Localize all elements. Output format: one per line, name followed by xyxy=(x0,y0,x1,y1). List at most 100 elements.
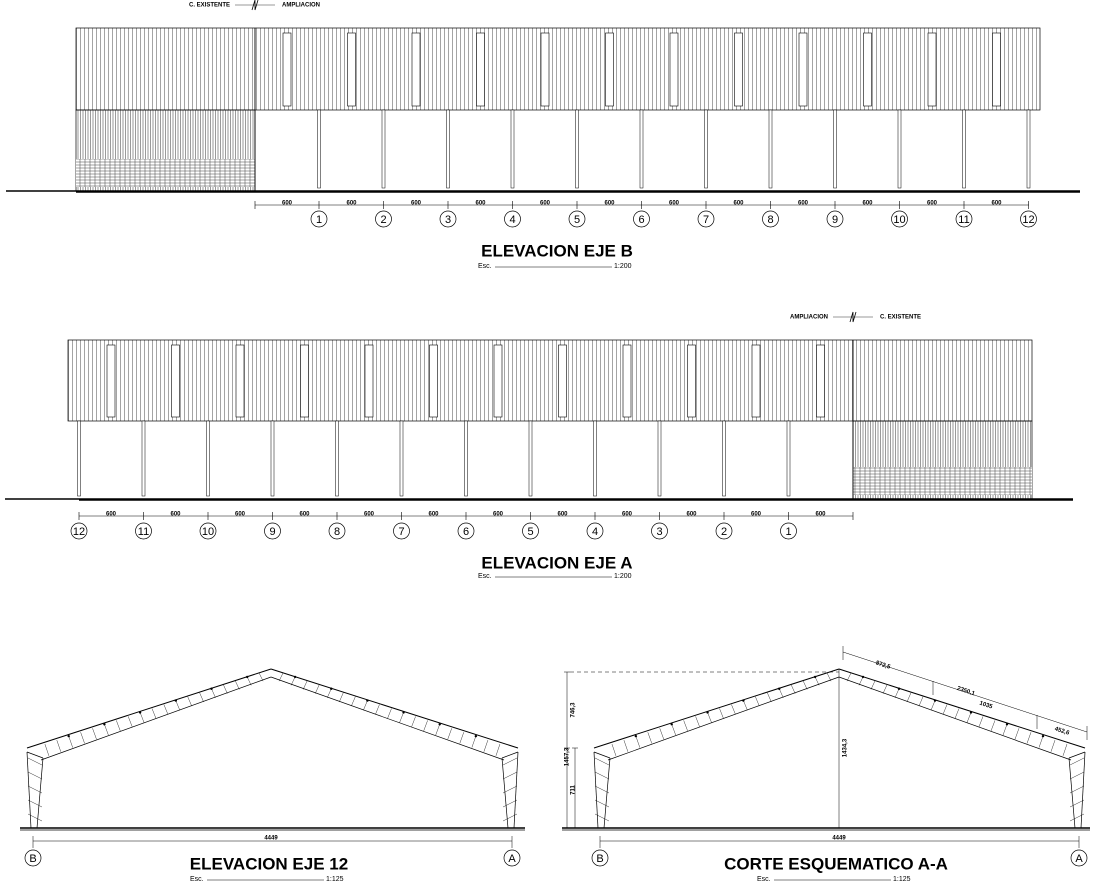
axis-bubble xyxy=(328,522,346,540)
axis-label: 12 xyxy=(73,526,85,538)
frame-member xyxy=(163,704,169,715)
window xyxy=(300,344,309,418)
frame-member xyxy=(659,728,664,740)
axis-bubble xyxy=(715,522,733,540)
frame-member xyxy=(755,696,760,707)
axis-label: B xyxy=(596,853,603,865)
axis-label: 10 xyxy=(202,526,214,538)
scale: 1:125 xyxy=(326,876,344,883)
column xyxy=(833,109,837,189)
frame-member xyxy=(68,736,73,748)
frame-member xyxy=(92,728,97,740)
frame-member xyxy=(918,696,924,707)
frame-member xyxy=(351,696,356,707)
column xyxy=(768,109,773,189)
dimension: 600 xyxy=(604,201,615,207)
window xyxy=(992,32,1001,107)
frame-member xyxy=(1002,724,1008,736)
frame-member xyxy=(846,672,852,682)
column xyxy=(464,420,468,497)
purlin xyxy=(67,734,70,738)
purlin xyxy=(366,699,369,702)
column xyxy=(722,420,726,497)
dimension: 600 xyxy=(733,201,744,207)
view-title: ELEVACION EJE B xyxy=(481,241,633,260)
frame-member xyxy=(36,757,44,829)
frame-member xyxy=(743,700,748,711)
frame-member xyxy=(870,680,876,690)
frame-member xyxy=(139,712,145,723)
frame-member xyxy=(894,688,900,698)
frame-member xyxy=(104,724,109,736)
axis-label: 12 xyxy=(1022,214,1034,226)
frame-member xyxy=(954,708,960,719)
purlin xyxy=(634,734,638,738)
column xyxy=(575,109,579,189)
purlin xyxy=(438,723,441,726)
frame-member xyxy=(27,785,43,794)
axis-label: 10 xyxy=(893,214,905,226)
frame-member xyxy=(471,736,477,748)
window xyxy=(429,344,438,418)
frame-member xyxy=(594,813,610,822)
frame-member xyxy=(502,813,518,822)
tag-existing: C. EXISTENTE xyxy=(880,315,921,321)
window xyxy=(558,344,567,418)
slope-dimension: 452,6 xyxy=(1054,726,1071,737)
column xyxy=(657,420,662,497)
frame-member xyxy=(814,676,820,686)
window xyxy=(235,344,245,418)
axis-bubble xyxy=(651,522,668,540)
axis-bubble xyxy=(439,210,457,228)
column xyxy=(335,420,339,497)
axis-label: 8 xyxy=(334,526,340,538)
height-dimension: 1457,3 xyxy=(565,747,571,766)
frame-member xyxy=(623,740,629,752)
window xyxy=(364,344,374,418)
column xyxy=(270,420,275,497)
axis-label: 2 xyxy=(721,526,727,538)
axis-label: 7 xyxy=(398,526,404,538)
frame-member xyxy=(1026,732,1032,744)
frame-member xyxy=(594,799,610,808)
frame-member xyxy=(593,751,611,759)
axis-bubble xyxy=(393,522,410,540)
axis-label: 5 xyxy=(574,214,580,226)
axis-bubble xyxy=(457,522,475,540)
frame-member xyxy=(27,757,43,766)
frame-member xyxy=(278,672,284,682)
existing-brick xyxy=(853,467,1032,495)
window xyxy=(734,32,743,107)
frame-member xyxy=(26,668,272,749)
line xyxy=(842,651,1088,733)
slope-dimension: 1035 xyxy=(979,701,994,711)
dimension: 600 xyxy=(170,512,181,518)
purlin xyxy=(474,734,478,738)
frame-member xyxy=(647,732,652,744)
dimension: 600 xyxy=(557,512,568,518)
span-dimension: 4449 xyxy=(264,836,278,842)
frame-member xyxy=(594,785,610,794)
frame-member xyxy=(593,668,840,749)
frame-member xyxy=(502,785,518,794)
window xyxy=(863,32,872,107)
purlin xyxy=(103,723,106,726)
dimension: 600 xyxy=(411,201,422,207)
dimension: 600 xyxy=(364,512,375,518)
axis-bubble xyxy=(264,522,281,540)
frame-member xyxy=(779,688,784,698)
window xyxy=(687,344,696,418)
frame-member xyxy=(175,700,180,711)
frame-member xyxy=(603,757,611,829)
frame-member xyxy=(1069,813,1085,822)
frame-member xyxy=(26,751,44,759)
frame-member xyxy=(495,743,501,756)
axis-label: 1 xyxy=(316,214,322,226)
dimension: 600 xyxy=(927,201,938,207)
axis-label: B xyxy=(29,853,36,865)
window xyxy=(622,344,632,418)
axis-bubble xyxy=(826,210,844,228)
column xyxy=(786,420,791,497)
axis-bubble xyxy=(522,522,539,540)
axis-bubble xyxy=(762,210,779,228)
